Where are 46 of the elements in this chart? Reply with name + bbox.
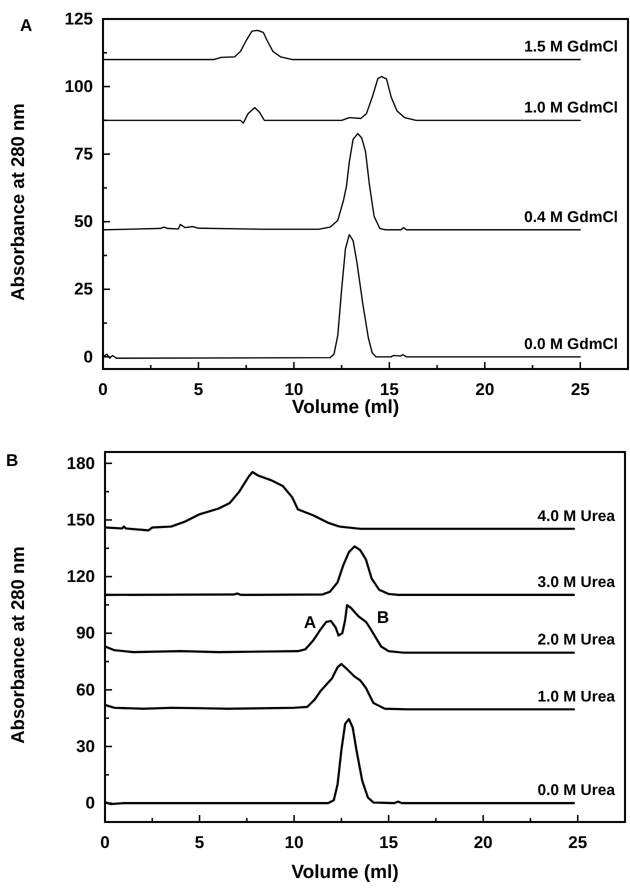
x-tick-label: 10	[284, 380, 304, 400]
y-tick-label: 0	[84, 347, 93, 366]
y-tick-label: 100	[64, 77, 93, 96]
line-series	[104, 470, 576, 532]
x-tick-label: 15	[379, 833, 398, 852]
y-tick-label: 60	[76, 680, 95, 700]
y-tick-label: 0	[86, 794, 95, 813]
series-label: 0.0 M GdmCl	[524, 336, 618, 353]
x-tick-label: 20	[474, 833, 493, 852]
chart-title: A	[20, 16, 32, 35]
chart-title: B	[6, 451, 18, 470]
annotation: A	[304, 613, 316, 632]
series-label: 1.0 M Urea	[537, 688, 616, 706]
x-tick-label: 5	[194, 833, 204, 852]
y-axis-title: Absorbance at 280 nm	[7, 103, 28, 301]
y-axis-title: Absorbance at 280 nm	[7, 546, 28, 744]
y-tick-label: 90	[76, 624, 95, 643]
series-label: 1.5 M GdmCl	[524, 38, 618, 56]
line-series	[104, 662, 576, 710]
y-tick-label: 50	[74, 212, 93, 232]
line-series	[104, 604, 576, 654]
series-label: 2.0 M Urea	[537, 632, 616, 649]
x-axis-title: Volume (ml)	[291, 862, 399, 883]
series-label: 4.0 M Urea	[537, 508, 616, 525]
y-tick-label: 25	[74, 280, 93, 299]
y-tick-label: 150	[66, 510, 95, 530]
x-tick-label: 5	[194, 380, 204, 400]
x-tick-label: 15	[380, 380, 399, 400]
x-tick-label: 10	[284, 833, 304, 852]
series-label: 0.0 M Urea	[537, 782, 616, 800]
x-axis-title: Volume (ml)	[292, 397, 400, 418]
series-label: 1.0 M GdmCl	[524, 99, 618, 116]
annotation: B	[376, 608, 390, 627]
x-tick-label: 20	[475, 380, 494, 400]
series-label: 0.4 M GdmCl	[524, 208, 618, 226]
y-tick-label: 120	[66, 567, 95, 586]
x-tick-label: 25	[570, 380, 590, 400]
x-tick-label: 0	[100, 833, 110, 852]
x-tick-label: 25	[568, 833, 588, 852]
y-tick-label: 180	[66, 454, 95, 473]
line-series	[104, 545, 576, 596]
y-tick-label: 125	[64, 9, 93, 28]
x-tick-label: 0	[98, 380, 108, 400]
y-tick-label: 75	[74, 144, 93, 164]
y-tick-label: 30	[76, 736, 95, 756]
series-label: 3.0 M Urea	[537, 574, 616, 591]
